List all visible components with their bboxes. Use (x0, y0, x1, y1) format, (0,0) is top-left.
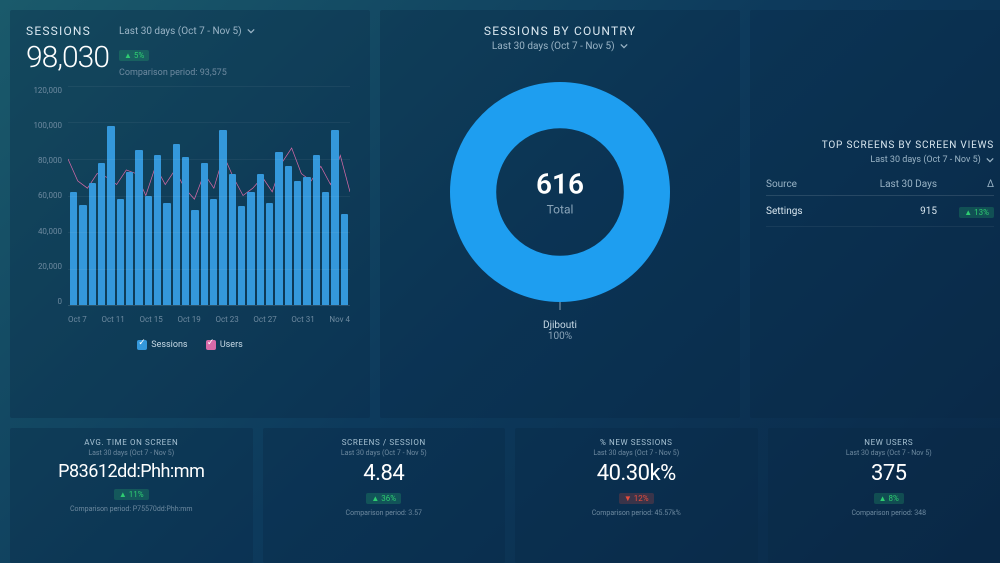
table-row[interactable]: Settings 915 ▲ 13% (766, 196, 994, 227)
stat-delta: ▲ 36% (366, 493, 401, 504)
stat-comparison: Comparison period: P75570dd:Phh:mm (22, 505, 241, 513)
stat-delta: ▲ 8% (874, 493, 904, 504)
country-period-selector[interactable]: Last 30 days (Oct 7 - Nov 5) (396, 41, 724, 52)
legend-item-users[interactable]: Users (206, 340, 243, 350)
donut-segment-label: Djibouti (396, 320, 724, 331)
stat-title: % NEW SESSIONS (527, 438, 746, 447)
stat-value: 375 (780, 461, 999, 486)
stat-title: AVG. TIME ON SCREEN (22, 438, 241, 447)
sessions-legend: Sessions Users (26, 340, 354, 353)
row-source: Settings (766, 206, 866, 217)
donut-total-label: Total (440, 203, 680, 217)
sessions-value: 98,030 (26, 40, 109, 75)
sessions-period-selector[interactable]: Last 30 days (Oct 7 - Nov 5) (119, 26, 255, 37)
stat-period: Last 30 days (Oct 7 - Nov 5) (22, 449, 241, 457)
stat-title: NEW USERS (780, 438, 999, 447)
chevron-down-icon (247, 26, 255, 37)
legend-users-label: Users (220, 340, 243, 350)
stat-avg-time: AVG. TIME ON SCREEN Last 30 days (Oct 7 … (10, 428, 253, 563)
country-panel: SESSIONS BY COUNTRY Last 30 days (Oct 7 … (380, 10, 740, 418)
sessions-chart: 120,000100,00080,00060,00040,00020,0000 … (26, 86, 354, 336)
sessions-label: SESSIONS (26, 24, 109, 38)
top-screens-period-text: Last 30 days (Oct 7 - Nov 5) (870, 155, 980, 165)
checkbox-icon (137, 340, 147, 350)
top-screens-table: Source Last 30 Days Δ Settings 915 ▲ 13% (766, 179, 994, 227)
stat-new-users: NEW USERS Last 30 days (Oct 7 - Nov 5) 3… (768, 428, 1000, 563)
stats-row: AVG. TIME ON SCREEN Last 30 days (Oct 7 … (10, 428, 1000, 563)
stat-comparison: Comparison period: 45.57k% (527, 509, 746, 517)
stat-value: P83612dd:Phh:mm (22, 461, 241, 482)
stat-screens-session: SCREENS / SESSION Last 30 days (Oct 7 - … (263, 428, 506, 563)
stat-comparison: Comparison period: 348 (780, 509, 999, 517)
stat-delta: ▲ 11% (114, 489, 149, 500)
donut-total-value: 616 (440, 168, 680, 201)
chevron-down-icon (620, 41, 628, 52)
table-header: Source Last 30 Days Δ (766, 179, 994, 196)
stat-new-sessions: % NEW SESSIONS Last 30 days (Oct 7 - Nov… (515, 428, 758, 563)
stat-period: Last 30 days (Oct 7 - Nov 5) (527, 449, 746, 457)
sessions-period-text: Last 30 days (Oct 7 - Nov 5) (119, 26, 242, 37)
legend-item-sessions[interactable]: Sessions (137, 340, 187, 350)
row-delta: ▲ 13% (959, 207, 994, 218)
stat-delta: ▼ 12% (619, 493, 654, 504)
sessions-delta: ▲ 5% (119, 50, 149, 61)
stat-title: SCREENS / SESSION (275, 438, 494, 447)
legend-sessions-label: Sessions (151, 340, 187, 350)
top-screens-panel: TOP SCREENS BY SCREEN VIEWS Last 30 days… (750, 10, 1000, 418)
stat-value: 40.30k% (527, 461, 746, 486)
stat-comparison: Comparison period: 3.57 (275, 509, 494, 517)
col-source: Source (766, 179, 866, 190)
country-title: SESSIONS BY COUNTRY (396, 24, 724, 38)
donut-segment-pct: 100% (396, 331, 724, 342)
checkbox-icon (206, 340, 216, 350)
stat-period: Last 30 days (Oct 7 - Nov 5) (780, 449, 999, 457)
chevron-down-icon (986, 155, 994, 165)
sessions-panel: SESSIONS 98,030 Last 30 days (Oct 7 - No… (10, 10, 370, 418)
country-donut: 616 Total (440, 72, 680, 312)
stat-period: Last 30 days (Oct 7 - Nov 5) (275, 449, 494, 457)
country-period-text: Last 30 days (Oct 7 - Nov 5) (492, 41, 615, 52)
stat-value: 4.84 (275, 461, 494, 486)
col-delta: Δ (937, 179, 994, 190)
top-screens-title: TOP SCREENS BY SCREEN VIEWS (766, 140, 994, 151)
sessions-comparison: Comparison period: 93,575 (119, 68, 255, 78)
row-value: 915 (866, 206, 937, 217)
top-screens-period-selector[interactable]: Last 30 days (Oct 7 - Nov 5) (766, 155, 994, 165)
col-value: Last 30 Days (866, 179, 937, 190)
